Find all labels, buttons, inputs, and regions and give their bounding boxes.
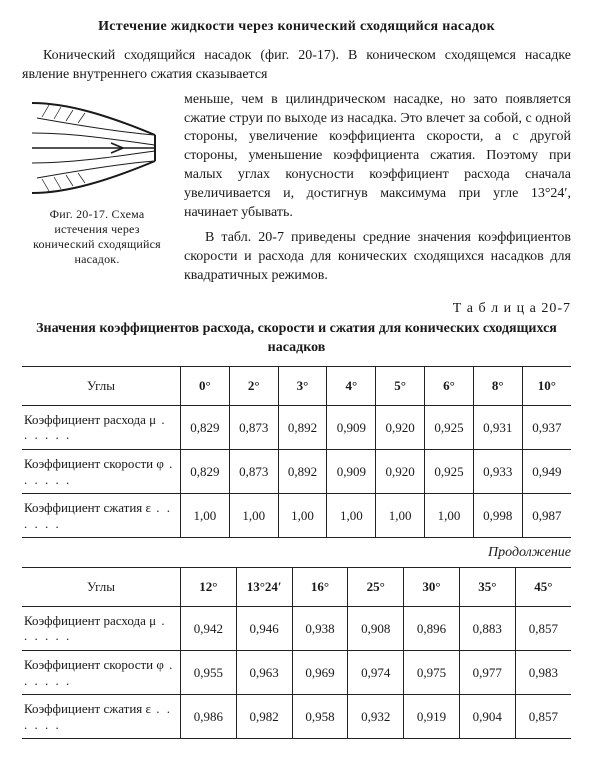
table-row: Коэффициент сжатия ε . . . . . .1,001,00… [22,494,571,538]
angle-col: 35° [459,568,515,607]
value-cell: 0,892 [278,449,327,493]
value-cell: 0,982 [236,695,292,739]
value-cell: 0,946 [236,606,292,650]
value-cell: 0,883 [459,606,515,650]
value-cell: 0,977 [459,650,515,694]
table-20-7-title: Значения коэффициентов расхода, скорости… [22,320,571,358]
value-cell: 0,908 [348,606,404,650]
angle-col: 6° [425,367,474,406]
value-cell: 0,955 [181,650,237,694]
value-cell: 0,920 [376,405,425,449]
value-cell: 0,963 [236,650,292,694]
value-cell: 1,00 [327,494,376,538]
value-cell: 0,987 [522,494,571,538]
angle-col: 4° [327,367,376,406]
table1-body: Коэффициент расхода μ . . . . . .0,8290,… [22,405,571,538]
value-cell: 0,974 [348,650,404,694]
table-row: Коэффициент расхода μ . . . . . .0,9420,… [22,606,571,650]
angles-header: Углы [22,367,181,406]
value-cell: 0,857 [515,695,571,739]
figure-caption: Фиг. 20-17. Схема истечения через кониче… [22,207,172,267]
value-cell: 0,909 [327,405,376,449]
angle-col: 5° [376,367,425,406]
angle-col: 16° [292,568,348,607]
angles-header: Углы [22,568,181,607]
value-cell: 1,00 [229,494,278,538]
value-cell: 0,904 [459,695,515,739]
value-cell: 0,925 [425,405,474,449]
angle-col: 13°24′ [236,568,292,607]
table-row: Коэффициент расхода μ . . . . . .0,8290,… [22,405,571,449]
table-row: Коэффициент скорости φ . . . . . .0,9550… [22,650,571,694]
intro-paragraph: Конический сходящийся насадок (фиг. 20-1… [22,47,571,85]
angle-col: 25° [348,568,404,607]
row-label-phi: Коэффициент скорости φ . . . . . . [22,449,181,493]
row-label-mu: Коэффициент расхода μ . . . . . . [22,606,181,650]
value-cell: 0,942 [181,606,237,650]
value-cell: 0,829 [181,405,230,449]
row-label-eps: Коэффициент сжатия ε . . . . . . [22,494,181,538]
angle-col: 2° [229,367,278,406]
value-cell: 0,925 [425,449,474,493]
table2-body: Коэффициент расхода μ . . . . . .0,9420,… [22,606,571,739]
value-cell: 0,919 [404,695,460,739]
table-20-7-part1: Углы0°2°3°4°5°6°8°10° Коэффициент расход… [22,366,571,538]
value-cell: 0,873 [229,405,278,449]
table-row: Коэффициент скорости φ . . . . . .0,8290… [22,449,571,493]
value-cell: 0,969 [292,650,348,694]
value-cell: 0,958 [292,695,348,739]
row-label-eps: Коэффициент сжатия ε . . . . . . [22,695,181,739]
value-cell: 0,931 [473,405,522,449]
value-cell: 1,00 [278,494,327,538]
value-cell: 0,932 [348,695,404,739]
value-cell: 0,949 [522,449,571,493]
angle-col: 3° [278,367,327,406]
table-20-7-part2: Углы12°13°24′16°25°30°35°45° Коэффициент… [22,567,571,739]
table1-head: Углы0°2°3°4°5°6°8°10° [22,367,571,406]
figure-20-17: Фиг. 20-17. Схема истечения через кониче… [22,93,172,267]
value-cell: 0,986 [181,695,237,739]
value-cell: 1,00 [376,494,425,538]
angle-col: 0° [181,367,230,406]
table-20-7-label: Т а б л и ц а 20-7 [22,300,571,319]
angle-col: 10° [522,367,571,406]
value-cell: 0,857 [515,606,571,650]
angle-col: 45° [515,568,571,607]
row-label-mu: Коэффициент расхода μ . . . . . . [22,405,181,449]
continuation-label: Продолжение [22,544,571,563]
table2-head: Углы12°13°24′16°25°30°35°45° [22,568,571,607]
value-cell: 0,873 [229,449,278,493]
angle-col: 12° [181,568,237,607]
value-cell: 0,983 [515,650,571,694]
row-label-phi: Коэффициент скорости φ . . . . . . [22,650,181,694]
value-cell: 0,937 [522,405,571,449]
value-cell: 0,938 [292,606,348,650]
value-cell: 0,896 [404,606,460,650]
value-cell: 0,920 [376,449,425,493]
angle-col: 30° [404,568,460,607]
value-cell: 0,998 [473,494,522,538]
value-cell: 0,829 [181,449,230,493]
value-cell: 0,892 [278,405,327,449]
angle-col: 8° [473,367,522,406]
value-cell: 1,00 [425,494,474,538]
value-cell: 0,933 [473,449,522,493]
figure-text-wrap: Фиг. 20-17. Схема истечения через кониче… [22,91,571,292]
value-cell: 1,00 [181,494,230,538]
value-cell: 0,909 [327,449,376,493]
section-title: Истечение жидкости через конический сход… [22,18,571,37]
nozzle-diagram-svg [27,93,167,203]
table-row: Коэффициент сжатия ε . . . . . .0,9860,9… [22,695,571,739]
value-cell: 0,975 [404,650,460,694]
